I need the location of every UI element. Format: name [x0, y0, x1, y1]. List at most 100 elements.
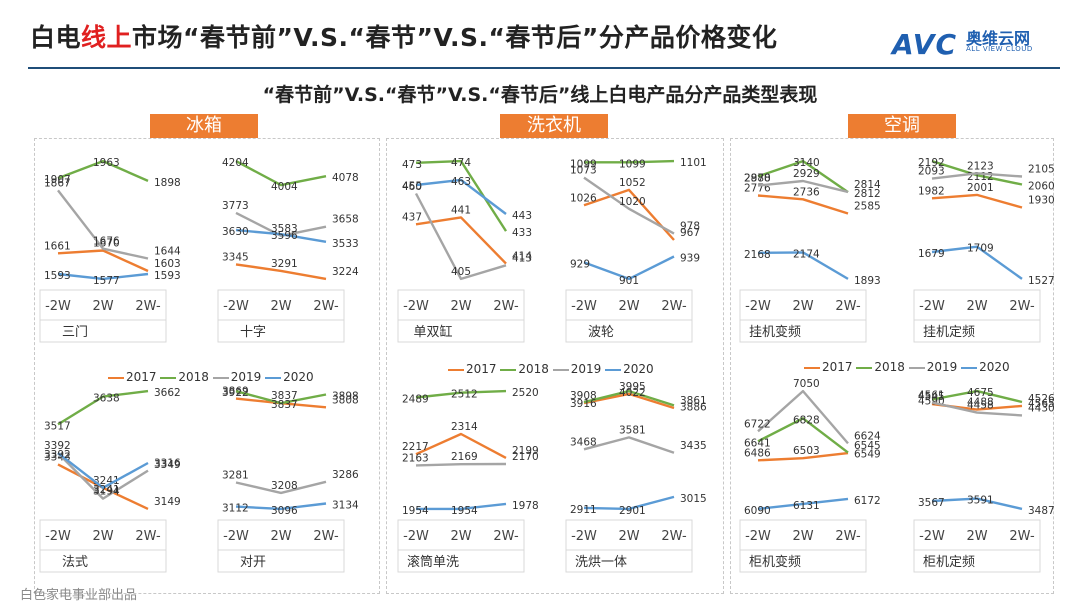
data-label: 6545	[854, 440, 881, 452]
x-tick-label: 2W	[92, 529, 113, 544]
data-label: 2314	[451, 421, 478, 433]
x-tick-label: 2W	[270, 529, 291, 544]
data-label: 1709	[967, 243, 994, 255]
data-label: 3837	[271, 399, 298, 411]
data-label: 1020	[619, 196, 646, 208]
x-tick-label: -2W	[571, 529, 597, 544]
data-label: 3096	[271, 505, 298, 517]
data-label: 473	[402, 159, 422, 171]
x-tick-label: 2W-	[135, 529, 161, 544]
chart-title: 十字	[240, 325, 266, 340]
data-label: 3908	[570, 390, 597, 402]
category-label-fridge: 冰箱	[150, 114, 258, 138]
logo-mark: AVC	[892, 28, 957, 61]
legend-swatch-2019	[908, 366, 925, 369]
x-tick-label: -2W	[919, 299, 945, 314]
series-line-2018	[757, 417, 849, 454]
data-label: 3658	[332, 214, 359, 226]
data-label: 3638	[93, 393, 120, 405]
series-line-2017	[931, 193, 1023, 209]
data-label: 3286	[332, 469, 359, 481]
x-tick-label: -2W	[745, 299, 771, 314]
footer-credit: 白色家电事业部出品	[20, 588, 138, 603]
x-tick-label: -2W	[45, 529, 71, 544]
data-label: 1026	[570, 192, 597, 204]
data-label: 2169	[451, 451, 478, 463]
chart-2: -2W 2W 2W- 单双缸 437 441 414 473 474 433 455 405 413 46…	[397, 157, 532, 343]
data-label: 405	[451, 266, 471, 278]
data-label: 2736	[793, 186, 820, 198]
ac-panel	[730, 138, 1054, 594]
data-label: 6828	[793, 414, 820, 426]
legend-washer: 2017 2018 2019 2020	[448, 362, 654, 376]
axis-box	[217, 519, 345, 573]
data-label: 1954	[402, 505, 429, 517]
series-line-2019	[931, 172, 1023, 180]
data-label: 967	[680, 227, 700, 239]
data-label: 1101	[680, 157, 707, 169]
legend-swatch-2020	[605, 368, 622, 371]
series-line-2019	[57, 189, 149, 260]
data-label: 2585	[854, 201, 881, 213]
data-label: 3898	[332, 390, 359, 402]
data-label: 413	[512, 252, 532, 264]
series-line-2017	[583, 188, 675, 241]
series-line-2018	[57, 389, 149, 426]
data-label: 2520	[512, 387, 539, 399]
series-line-2018	[57, 159, 149, 182]
data-label: 4004	[271, 181, 298, 193]
data-label: 1644	[154, 245, 181, 257]
data-label: 6549	[854, 449, 881, 461]
data-label: 1982	[918, 185, 945, 197]
data-label: 6624	[854, 430, 881, 442]
chart-title: 挂机变频	[749, 324, 801, 340]
data-label: 3808	[332, 394, 359, 406]
data-label: 3567	[918, 497, 945, 509]
data-label: 2901	[619, 505, 646, 517]
x-tick-label: 2W	[450, 299, 471, 314]
data-label: 1052	[619, 177, 646, 189]
series-line-2017	[415, 432, 507, 459]
data-label: 4561	[918, 389, 945, 401]
data-label: 6503	[793, 445, 820, 457]
chart-title: 三门	[62, 325, 88, 340]
series-line-2019	[235, 480, 327, 495]
series-line-2019	[583, 436, 675, 454]
x-tick-label: 2W-	[1009, 529, 1035, 544]
data-label: 1676	[93, 236, 120, 248]
data-label: 3533	[332, 238, 359, 250]
page-title: 白电线上市场“春节前”V.S.“春节”V.S.“春节后”分产品价格变化	[30, 23, 778, 52]
data-label: 4430	[1028, 402, 1055, 414]
series-line-2018	[235, 160, 327, 187]
legend-swatch-2020	[265, 376, 282, 379]
axis-box	[39, 519, 167, 573]
series-line-2020	[235, 502, 327, 511]
data-label: 3517	[44, 420, 71, 432]
data-label: 3149	[154, 496, 181, 508]
data-label: 2093	[918, 166, 945, 178]
data-label: 455	[402, 181, 422, 193]
data-label: 441	[451, 204, 471, 216]
x-tick-label: 2W	[966, 529, 987, 544]
legend-fridge: 2017 2018 2019 2020	[108, 370, 314, 384]
subtitle: “春节前”V.S.“春节”V.S.“春节后”线上白电产品分产品类型表现	[262, 84, 818, 106]
series-line-2018	[583, 389, 675, 407]
data-label: 3581	[619, 424, 646, 436]
series-line-2018	[415, 159, 508, 232]
data-label: 1867	[44, 177, 71, 189]
data-label: 6172	[854, 495, 881, 507]
series-line-2019	[757, 179, 849, 194]
legend-swatch-2017	[804, 366, 820, 369]
data-label: 6722	[744, 418, 771, 430]
data-label: 1073	[570, 165, 597, 177]
x-tick-label: 2W-	[493, 299, 519, 314]
data-label: 1907	[44, 174, 71, 186]
series-line-2017	[415, 216, 507, 265]
data-label: 4458	[967, 400, 994, 412]
data-label: 6641	[744, 437, 771, 449]
data-label: 1527	[1028, 275, 1055, 287]
category-label-ac: 空调	[848, 114, 956, 138]
